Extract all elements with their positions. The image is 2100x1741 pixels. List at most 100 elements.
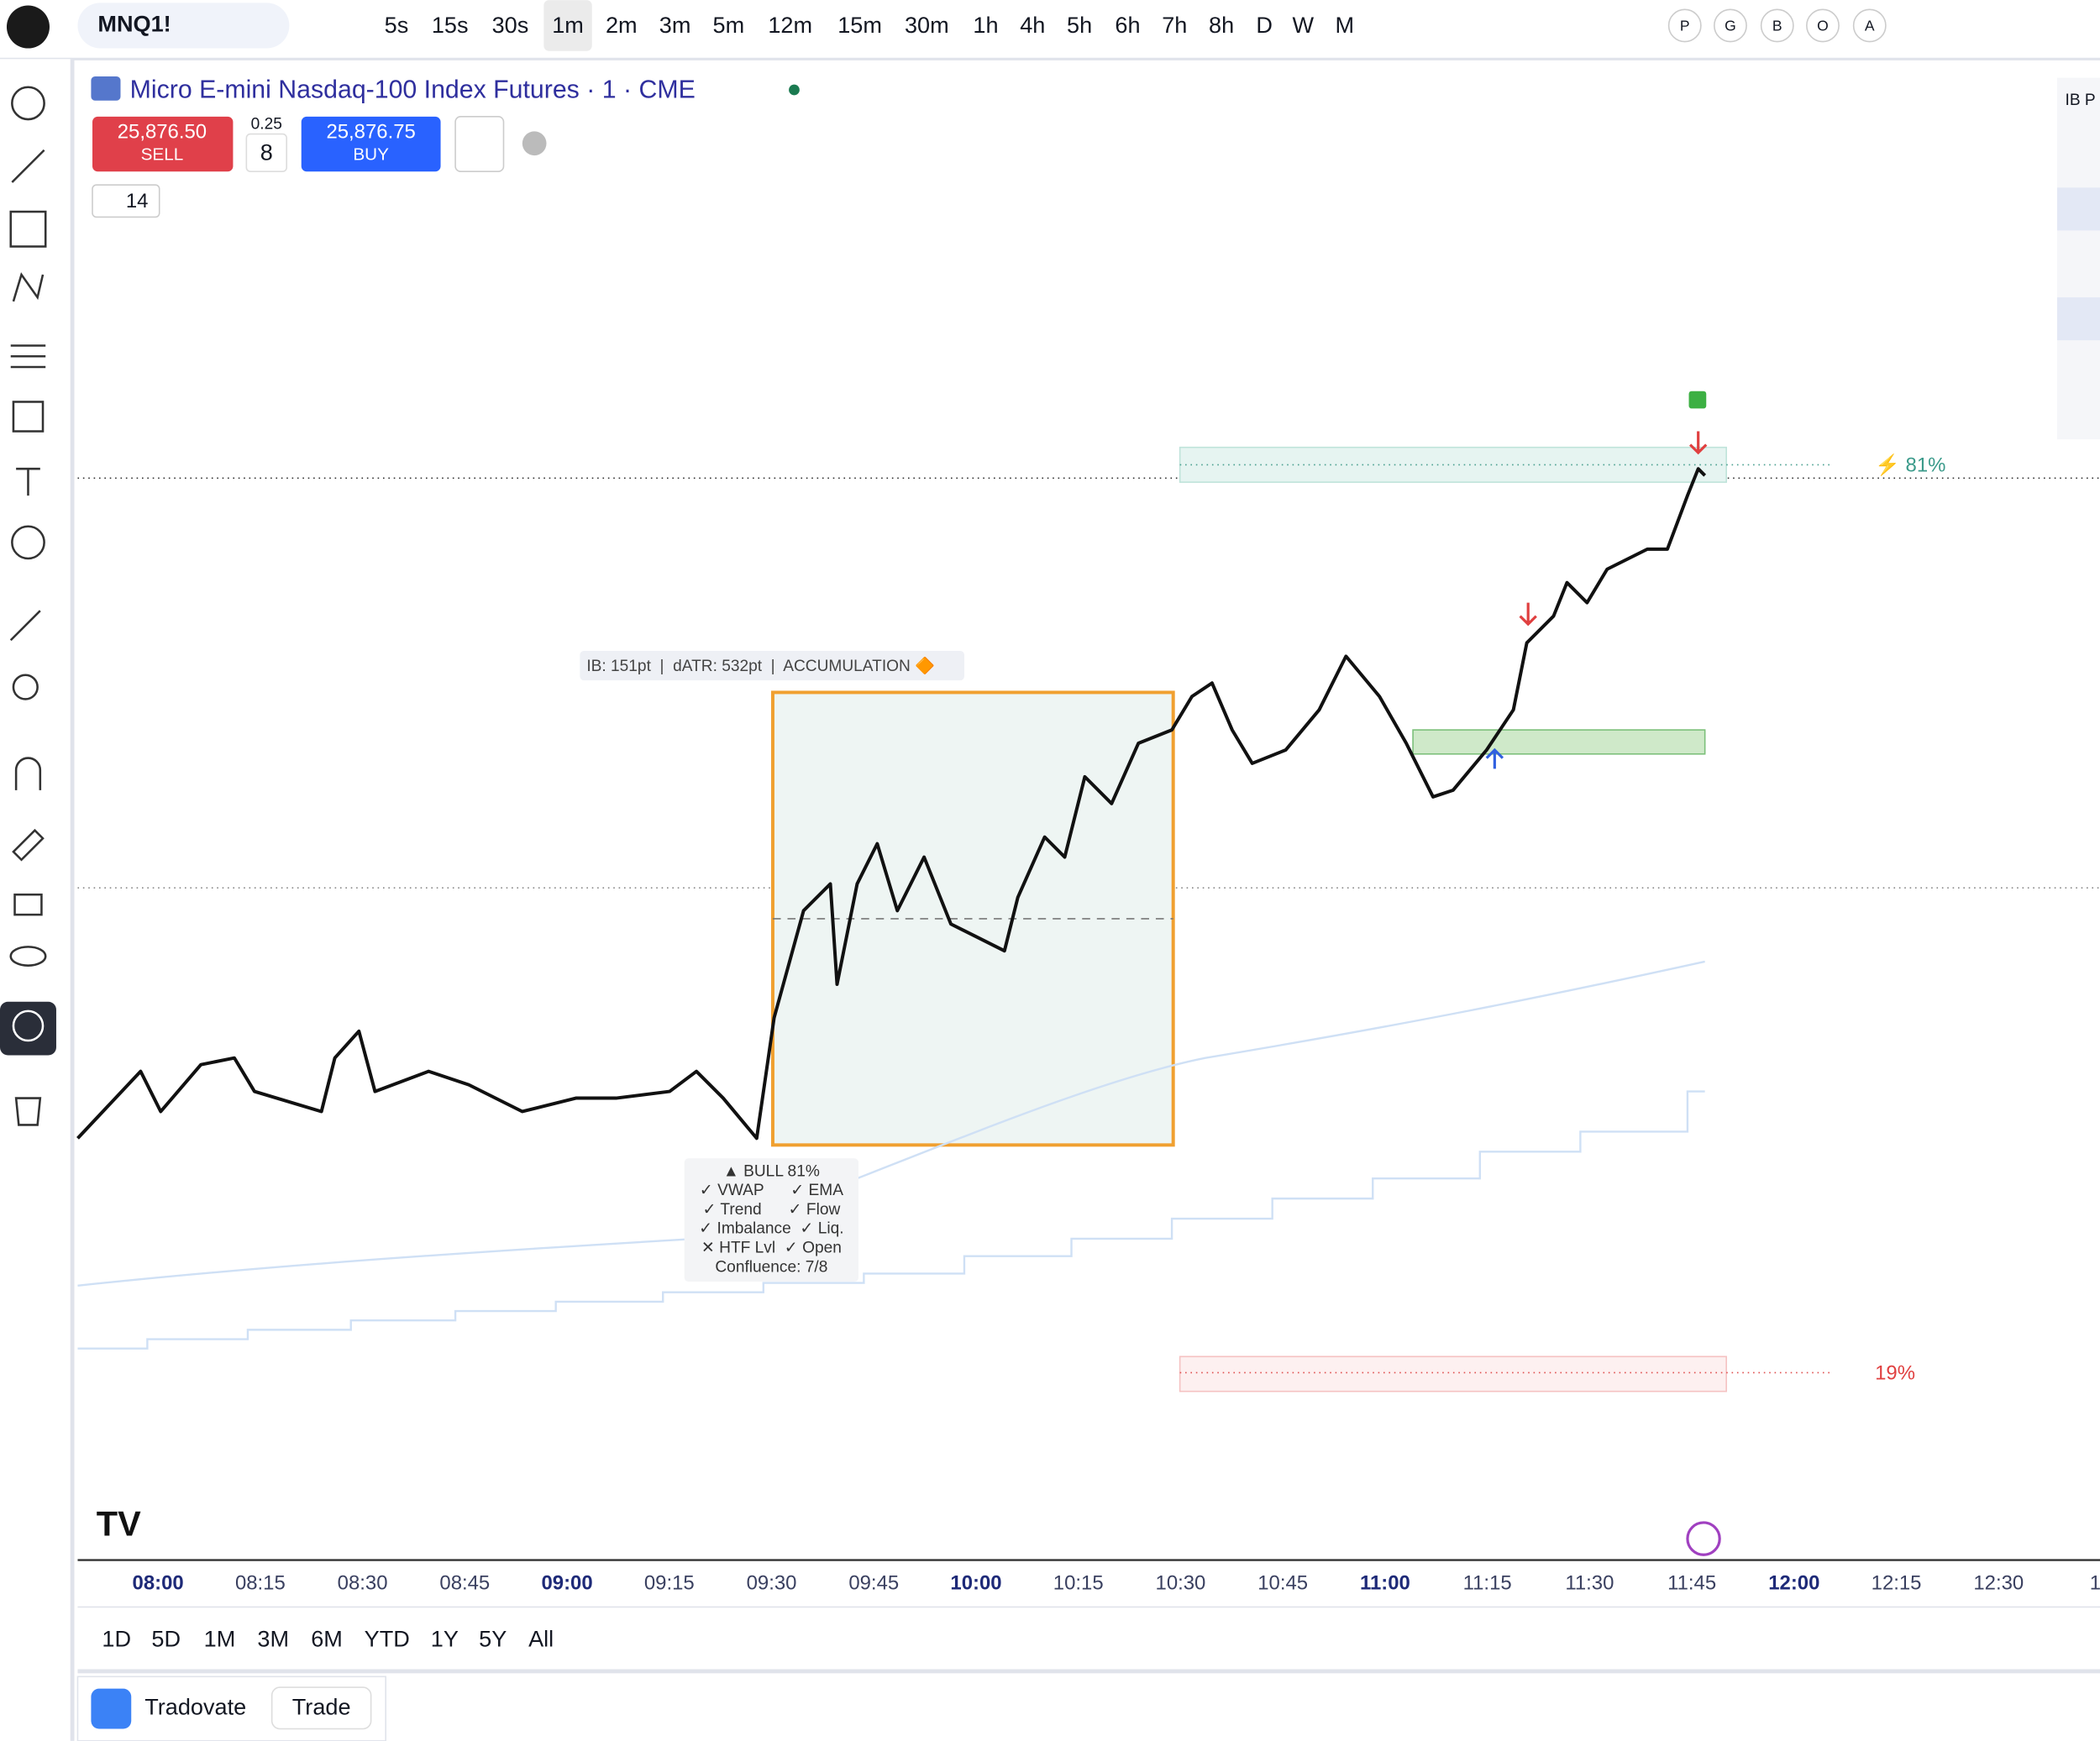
range-button[interactable]: 6M	[311, 1625, 343, 1651]
sell-price[interactable]: 25,876.50	[118, 120, 207, 143]
indicator-count[interactable]: 14	[126, 190, 149, 212]
time-tick-label: 09:00	[541, 1572, 592, 1595]
time-tick-label: 12:00	[1768, 1572, 1819, 1595]
letter-circle[interactable]	[1852, 8, 1887, 43]
range-button[interactable]: All	[528, 1625, 554, 1651]
alert-icon[interactable]	[1686, 1521, 1721, 1556]
range-button[interactable]: 1M	[204, 1625, 236, 1651]
trade-button[interactable]	[270, 1686, 372, 1730]
buy-label[interactable]: BUY	[353, 145, 389, 165]
letter-button[interactable]: P	[1680, 18, 1690, 34]
ib-label: IB: 151pt | dATR: 532pt | ACCUMULATION 🔶	[586, 656, 935, 675]
sell-button[interactable]	[92, 116, 234, 172]
demand-zone	[1412, 729, 1706, 755]
avatar[interactable]	[6, 5, 50, 49]
time-tick-label: 11:00	[1360, 1572, 1410, 1595]
letter-circle[interactable]	[1714, 8, 1747, 43]
time-tick-label: 12:30	[1973, 1572, 2024, 1595]
buy-button[interactable]	[301, 116, 441, 172]
letter-button[interactable]: G	[1725, 18, 1736, 34]
quantity[interactable]: 8	[260, 139, 273, 165]
broker-icon	[91, 1688, 132, 1729]
time-tick-label: 10:00	[950, 1572, 1001, 1595]
buy-price[interactable]: 25,876.75	[326, 120, 415, 143]
side-row	[2056, 187, 2100, 231]
letter-button[interactable]: O	[1817, 18, 1829, 34]
sell-label[interactable]: SELL	[141, 145, 184, 165]
signal-row: ✓ Trend ✓ Flow	[702, 1201, 840, 1219]
range-button[interactable]: YTD	[365, 1625, 410, 1651]
signal-row: ✓ Imbalance ✓ Liq.	[699, 1220, 843, 1238]
info-icon[interactable]	[522, 131, 547, 156]
signal-row: ✕ HTF Lvl ✓ Open	[701, 1239, 842, 1256]
letter-button[interactable]: B	[1772, 18, 1782, 34]
interval-button[interactable]: W	[1293, 12, 1315, 38]
signal-row: ✓ VWAP ✓ EMA	[700, 1182, 844, 1199]
range-button[interactable]: 3M	[257, 1625, 289, 1651]
time-tick-label: 11:30	[1565, 1572, 1614, 1595]
signal-row: ▲ BULL 81%	[723, 1162, 820, 1180]
range-button[interactable]: 5Y	[479, 1625, 507, 1651]
time-tick-label: 11:15	[1463, 1572, 1512, 1595]
time-tick-label: 10:45	[1257, 1572, 1308, 1595]
dropdown-button[interactable]	[454, 116, 505, 173]
letter-circle[interactable]	[1806, 8, 1840, 43]
target-pct: ⚡ 81%	[1875, 453, 1945, 476]
qty-box[interactable]	[245, 133, 287, 173]
vwap-line	[77, 960, 1705, 1287]
band-line	[77, 1090, 1705, 1350]
side-panel	[2056, 77, 2100, 440]
interval-button[interactable]: 12m	[768, 12, 812, 38]
range-button[interactable]: 1D	[102, 1625, 131, 1651]
trade-label[interactable]: Trade	[292, 1694, 351, 1720]
letter-circle[interactable]	[1667, 8, 1702, 43]
symbol-box[interactable]	[77, 3, 290, 49]
interval-button[interactable]: 30s	[492, 12, 529, 38]
tool-active[interactable]	[0, 1001, 56, 1056]
interval-button[interactable]: 8h	[1209, 12, 1234, 38]
time-tick-label: 09:30	[747, 1572, 797, 1595]
logo: TV	[97, 1504, 141, 1544]
globe-icon	[12, 1009, 45, 1042]
interval-button[interactable]: 1h	[973, 12, 998, 38]
signal-box	[684, 1158, 859, 1282]
interval-button[interactable]: 15m	[837, 12, 882, 38]
time-tick-label: 09:45	[848, 1572, 899, 1595]
interval-button[interactable]: 5s	[385, 12, 409, 38]
time-tick-label: 09:15	[644, 1572, 695, 1595]
stop-pct: 19%	[1875, 1361, 1915, 1384]
letter-button[interactable]: A	[1865, 18, 1875, 34]
chart-title: Micro E-mini Nasdaq-100 Index Futures · …	[130, 76, 696, 104]
tool-icons	[9, 86, 47, 1126]
interval-button[interactable]: 7h	[1162, 12, 1187, 38]
time-tick-label: 11:45	[1667, 1572, 1716, 1595]
interval-button[interactable]: 30m	[905, 12, 949, 38]
interval-button[interactable]: 5m	[713, 12, 745, 38]
time-tick-label: 08:00	[133, 1572, 184, 1595]
buy-arrow	[1485, 747, 1504, 769]
interval-button[interactable]: 3m	[659, 12, 691, 38]
interval-button[interactable]: D	[1256, 12, 1273, 38]
side-panel-label: IB P	[2066, 92, 2096, 109]
time-tick-label: 12:15	[1872, 1572, 1922, 1595]
time-tick-label: 08:45	[439, 1572, 490, 1595]
interval-button[interactable]: 2m	[606, 12, 638, 38]
interval-button[interactable]: 5h	[1067, 12, 1092, 38]
interval-button[interactable]: 15s	[432, 12, 469, 38]
interval-button[interactable]: M	[1335, 12, 1354, 38]
interval-button[interactable]: 6h	[1115, 12, 1140, 38]
side-row	[2056, 297, 2100, 341]
interval-button[interactable]: 1m	[552, 12, 584, 38]
status-dot	[789, 84, 800, 96]
interval-button[interactable]: 4h	[1020, 12, 1045, 38]
spread: 0.25	[251, 115, 282, 133]
flag-icon	[91, 76, 121, 101]
indicator-box[interactable]	[92, 184, 160, 218]
letter-circle[interactable]	[1760, 8, 1794, 43]
range-button[interactable]: 5D	[151, 1625, 181, 1651]
stop-zone	[1179, 1356, 1727, 1392]
check-icon	[1688, 391, 1707, 409]
symbol[interactable]: MNQ1!	[97, 11, 171, 37]
range-button[interactable]: 1Y	[431, 1625, 459, 1651]
